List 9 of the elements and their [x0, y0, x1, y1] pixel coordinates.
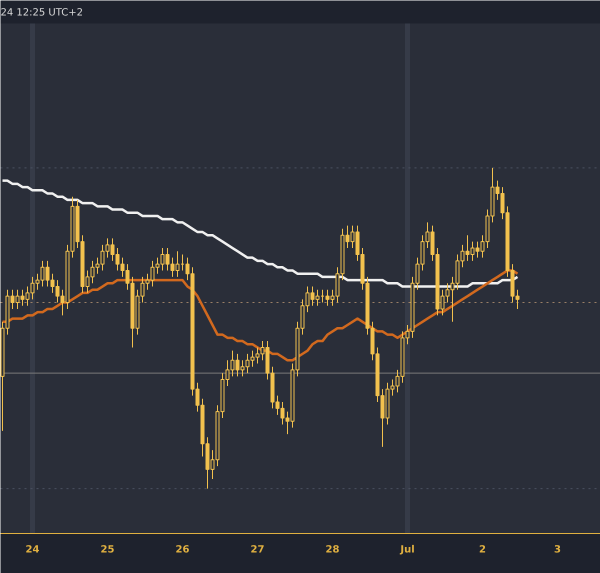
x-tick-label: 25 — [100, 544, 114, 556]
x-tick-label: 2 — [479, 544, 486, 556]
x-tick-label: 27 — [250, 544, 264, 556]
x-tick-label: 24 — [26, 544, 40, 556]
x-tick-label: 3 — [554, 544, 562, 556]
text: 24 12:25 UTC+2 — [0, 8, 83, 18]
x-tick-label: Jul — [399, 544, 415, 556]
x-tick-label: 28 — [326, 544, 340, 556]
x-tick-label: 26 — [176, 544, 190, 556]
